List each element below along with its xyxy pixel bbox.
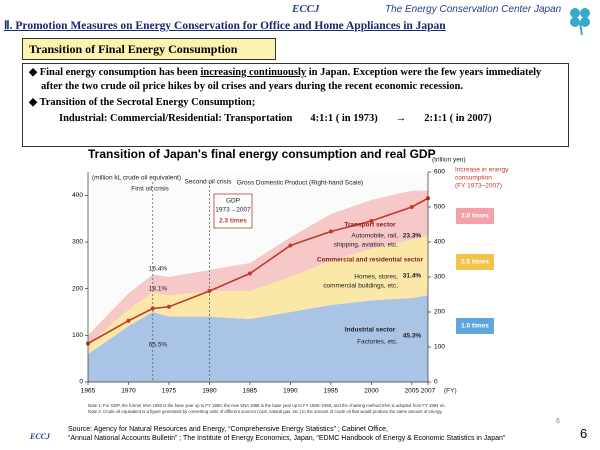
bullet: ◆ Final energy consumption has been incr…: [29, 67, 542, 92]
times-box: [456, 318, 494, 334]
annotation: 2.0 times: [461, 213, 489, 220]
area: [88, 235, 428, 354]
y-tick-label: 300: [72, 239, 83, 246]
note: Note 1: For GDP, the former SNA 1990 is …: [88, 403, 446, 408]
y2-tick-label: 600: [434, 169, 445, 176]
annotation: 2.3 times: [219, 218, 247, 225]
gdp-point: [288, 243, 293, 248]
series-label: Commercial and residential sector: [317, 257, 424, 264]
annotation: 45.3%: [403, 333, 422, 340]
annotation: 65.5%: [149, 342, 168, 349]
annotation: shipping, aviation, etc.: [334, 242, 399, 249]
gdp-point: [328, 229, 333, 234]
source-line: Source: Agency for Natural Resources and…: [68, 426, 388, 433]
notes: Note 1: For GDP, the former SNA 1990 is …: [88, 403, 446, 415]
y2-tick-label: 100: [434, 344, 445, 351]
area: [88, 295, 428, 382]
page-number-small: 6: [556, 418, 560, 425]
annotation: Increase in energy: [455, 167, 509, 174]
y2-tick-label: 400: [434, 239, 445, 246]
annotation: 16.4%: [149, 266, 168, 273]
gdp-point: [369, 219, 374, 223]
times-box: [456, 208, 494, 224]
annotation: Second oil crisis: [185, 179, 233, 186]
gdp-point: [247, 271, 252, 276]
y2-tick-label: 300: [434, 274, 445, 281]
gdp-box: [213, 193, 253, 229]
note: Note 2: Crude oil equivalent is a figure…: [88, 409, 443, 414]
y-tick-label: 0: [79, 379, 83, 386]
footer-logo: ECCJ: [30, 432, 51, 441]
chart: 0 100 200 300 400 0 100 200 300 400 500 600 1965 1970…: [72, 157, 509, 395]
annotation: consumption: [455, 175, 492, 182]
section-title: Transition of Final Energy Consumption: [22, 38, 276, 60]
times-box: [456, 254, 494, 270]
clover-icon: [570, 8, 590, 36]
x-tick-label: 1985: [243, 388, 258, 395]
gdp-point: [207, 289, 212, 293]
annotation: (million kL crude oil equivalent): [92, 175, 181, 182]
gdp-point: [166, 304, 171, 309]
bullet: ◆ Transition of the Secrotal Energy Cons…: [29, 97, 256, 108]
annotation: (trillion yen): [432, 157, 466, 164]
emphasis: increasing continuously: [200, 67, 307, 78]
annotation: GDP: [226, 198, 240, 205]
x-tick-label: 1970: [121, 388, 136, 395]
series-label: Transport sector: [344, 222, 396, 229]
text: Industrial: Commercial/Residential: Tran…: [59, 113, 293, 124]
annotation: Factories, etc.: [357, 339, 398, 346]
text: Final energy consumption has been: [39, 67, 201, 78]
x-tick-label: 2000: [364, 388, 379, 395]
slide-title: Ⅱ. Promotion Measures on Energy Conserva…: [4, 20, 446, 32]
x-tick-label: 1965: [81, 388, 96, 395]
y2-tick-label: 0: [434, 379, 438, 386]
x-tick-label: 1980: [202, 388, 217, 395]
source-line: “Annual National Accounts Bulletin” ; Th…: [68, 435, 506, 442]
y2-tick-label: 500: [434, 204, 445, 211]
y-tick-label: 100: [72, 332, 83, 339]
text: in Japan. Exception were the few years i…: [41, 67, 542, 92]
x-tick-label: 1995: [324, 388, 339, 395]
annotation: 2.5 times: [461, 259, 489, 266]
series-label: Gross Domestic Product (Right-hand Scale…: [237, 180, 363, 187]
source: Source: Agency for Natural Resources and…: [68, 425, 505, 443]
y-tick-label: 400: [72, 192, 83, 199]
y-tick-label: 200: [72, 285, 83, 292]
annotation: 31.4%: [403, 273, 422, 280]
series-label: Industrial sector: [345, 327, 396, 334]
x-tick-label: 1990: [283, 388, 298, 395]
text: Transition of the Secrotal Energy Consum…: [39, 97, 256, 108]
annotation: commercial buildings, etc.: [323, 283, 398, 290]
text: 2:1:1 ( in 2007): [424, 113, 492, 124]
gdp-point: [409, 205, 414, 209]
annotation: 1.0 times: [461, 323, 489, 330]
gdp-point: [126, 318, 131, 323]
logo: ECCJ: [292, 3, 320, 15]
annotation: (FY): [444, 388, 457, 395]
annotation: (FY 1973–2007): [455, 183, 502, 190]
annotation: 1973→2007: [215, 207, 251, 214]
ratio-line: Industrial: Commercial/Residential: Tran…: [59, 112, 568, 126]
annotation: Automobile, rail,: [351, 233, 398, 240]
text: →: [395, 113, 407, 124]
org-name: The Energy Conservation Center Japan: [385, 4, 562, 15]
chart-title: Transition of Japan's final energy consu…: [88, 147, 436, 161]
x-tick-label: 2007: [421, 388, 436, 395]
gdp-point: [150, 306, 155, 311]
annotation: 18.1%: [149, 286, 168, 293]
annotation: Homes, stores,: [354, 274, 398, 281]
text: 4:1:1 ( in 1973): [310, 113, 378, 124]
annotation: First oil crisis: [131, 186, 169, 193]
x-tick-label: 2005: [405, 388, 420, 395]
x-tick-label: 1975: [162, 388, 177, 395]
annotation: 23.3%: [403, 233, 422, 240]
y2-tick-label: 200: [434, 309, 445, 316]
page-number: 6: [580, 426, 588, 441]
summary-box: ◆ Final energy consumption has been incr…: [22, 63, 569, 147]
